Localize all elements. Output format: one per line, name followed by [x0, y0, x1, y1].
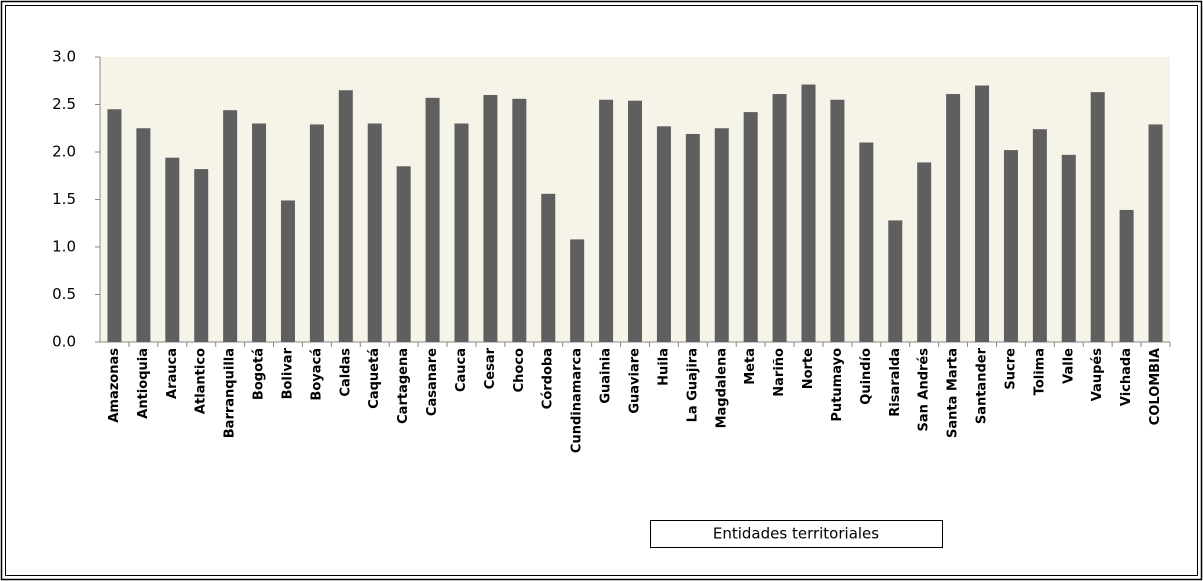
bar: [628, 100, 642, 342]
bar: [1003, 150, 1018, 342]
x-tick-label: Antioquia: [136, 348, 151, 419]
y-tick-label: 2.5: [52, 95, 76, 113]
x-tick-label: Magdalena: [714, 348, 729, 428]
y-tick-label: 3.0: [52, 48, 76, 66]
bar: [309, 124, 324, 342]
bar: [194, 169, 209, 342]
bar: [599, 99, 614, 342]
x-tick-label: San Andrés: [917, 348, 932, 432]
bar: [743, 112, 758, 342]
bar: [425, 97, 440, 342]
bar: [1032, 129, 1047, 342]
bar: [280, 200, 295, 342]
y-tick-label: 0.5: [52, 285, 76, 303]
bar: [946, 94, 961, 342]
x-tick-label: Caldas: [338, 348, 353, 397]
bar: [772, 94, 787, 342]
x-tick-label: Amazonas: [107, 348, 122, 423]
x-tick-label: COLOMBIA: [1148, 348, 1163, 425]
bar: [975, 85, 990, 342]
bar: [685, 133, 700, 342]
bar: [338, 90, 353, 342]
x-tick-label: Putumayo: [830, 348, 845, 422]
x-tick-label: Norte: [801, 348, 816, 389]
bar: [888, 220, 903, 342]
x-tick-label: Cauca: [454, 348, 469, 392]
bar: [570, 239, 585, 342]
x-tick-label: Choco: [512, 348, 527, 392]
bar: [830, 99, 845, 342]
x-label-box: [650, 520, 943, 548]
bar: [1119, 209, 1134, 342]
bar: [714, 128, 729, 342]
x-tick-label: Bogotá: [252, 348, 267, 400]
x-tick-label: Nariño: [772, 348, 787, 397]
x-tick-label: Vaupés: [1090, 348, 1105, 402]
x-tick-label: Vichada: [1119, 348, 1134, 406]
x-tick-label: Guainia: [599, 348, 614, 404]
bar: [252, 123, 267, 342]
bar: [1061, 154, 1076, 342]
x-tick-label: Córdoba: [541, 348, 556, 409]
x-tick-label: Sucre: [1003, 348, 1018, 390]
x-tick-label: Tolima: [1032, 348, 1047, 395]
bar: [483, 95, 498, 342]
bar: [512, 98, 527, 342]
bar: [136, 128, 151, 342]
x-tick-label: Caquetá: [367, 348, 382, 409]
x-tick-label: Huila: [656, 348, 671, 386]
y-tick-label: 1.0: [52, 238, 76, 256]
bar: [1148, 124, 1163, 342]
x-tick-label: Risaralda: [888, 348, 903, 417]
x-tick-label: Quindío: [859, 348, 874, 405]
x-tick-label: La Guajira: [685, 348, 700, 422]
bar: [859, 142, 874, 342]
bar: [541, 193, 556, 342]
x-tick-label: Valle: [1061, 348, 1076, 384]
bar: [1090, 92, 1105, 343]
bar: [396, 166, 411, 342]
x-tick-label: Guaviare: [628, 348, 643, 414]
x-tick-label: Meta: [743, 348, 758, 385]
bar: [165, 157, 180, 342]
x-tick-label: Cartagena: [396, 348, 411, 424]
bar: [801, 84, 816, 343]
x-tick-label: Atlantico: [194, 348, 209, 414]
y-tick-label: 2.0: [52, 143, 76, 161]
x-tick-label: Cesar: [483, 347, 498, 389]
x-tick-label: Bolivar: [280, 347, 295, 399]
x-tick-label: Barranquilla: [223, 348, 238, 438]
y-tick-label: 1.5: [52, 190, 76, 208]
inner-frame: [5, 5, 1198, 576]
x-axis-label: Entidades territoriales: [713, 525, 879, 543]
bar: [656, 126, 671, 342]
x-tick-label: Arauca: [165, 348, 180, 399]
x-tick-label: Santander: [975, 347, 990, 424]
x-tick-label: Santa Marta: [946, 348, 961, 438]
y-tick-label: 0.0: [52, 333, 76, 351]
bar: [367, 123, 382, 342]
x-tick-label: Casanare: [425, 348, 440, 416]
x-tick-label: Boyacá: [309, 348, 324, 401]
bar: [107, 109, 122, 342]
x-tick-label: Cundinamarca: [570, 348, 585, 453]
bar: [917, 162, 932, 342]
bar: [223, 110, 238, 342]
bar: [454, 123, 469, 342]
